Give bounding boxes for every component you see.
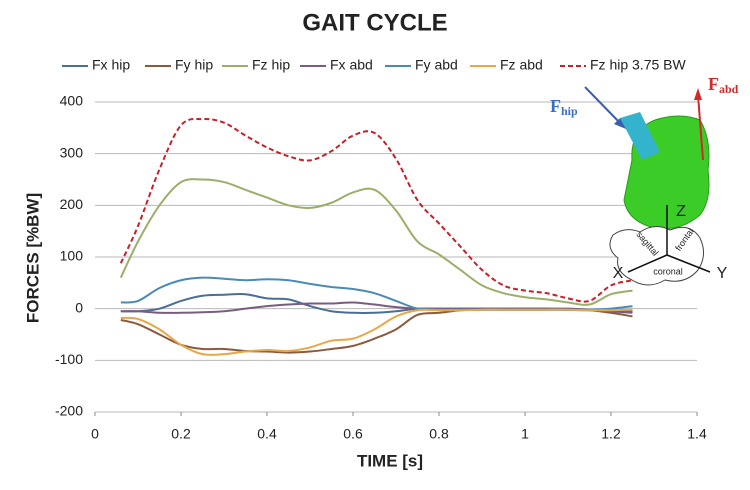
annotation: Z bbox=[676, 203, 686, 220]
annotation: Fabd bbox=[708, 74, 739, 96]
y-tick-label: 0 bbox=[75, 299, 83, 315]
legend-label: Fx hip bbox=[92, 57, 130, 73]
legend-label: Fz hip 3.75 BW bbox=[590, 57, 686, 73]
legend-label: Fz abd bbox=[500, 57, 543, 73]
x-tick-label: 0.4 bbox=[257, 426, 277, 442]
chart-title: GAIT CYCLE bbox=[302, 9, 447, 36]
x-tick-label: 0 bbox=[91, 426, 99, 442]
x-tick-label: 0.6 bbox=[343, 426, 363, 442]
series-line bbox=[120, 308, 633, 356]
axis-line bbox=[627, 254, 668, 273]
series-line bbox=[119, 178, 633, 306]
y-tick-label: 200 bbox=[60, 196, 84, 212]
legend-label: Fy abd bbox=[415, 57, 458, 73]
y-tick-label: -100 bbox=[55, 351, 83, 367]
hip-diagram: Fhip Fabd Z X Y sagittal frontal coronal bbox=[550, 74, 739, 286]
y-tick-label: 300 bbox=[60, 144, 84, 160]
y-tick-label: -200 bbox=[55, 403, 83, 419]
x-tick-label: 1.4 bbox=[687, 426, 707, 442]
axis-line bbox=[666, 254, 711, 273]
legend-label: Fy hip bbox=[175, 57, 213, 73]
arrow-head bbox=[614, 118, 626, 129]
arrow bbox=[697, 94, 704, 161]
x-tick-label: 1.2 bbox=[601, 426, 621, 442]
legend-label: Fx abd bbox=[330, 57, 373, 73]
x-tick-label: 1 bbox=[521, 426, 529, 442]
annotation: Y bbox=[717, 265, 728, 282]
y-tick-label: 400 bbox=[60, 93, 84, 109]
y-tick-label: 100 bbox=[60, 248, 84, 264]
annotation: coronal bbox=[653, 266, 683, 276]
annotation: Fhip bbox=[550, 96, 578, 118]
annotation: X bbox=[613, 265, 624, 282]
series-line bbox=[119, 117, 633, 303]
implant bbox=[620, 112, 660, 160]
plot-area: -200 -100 0 100 200 300 400 0 0.2 0.4 0.6 0.8 1 1.2 1.… bbox=[55, 57, 707, 442]
legend-label: Fz hip bbox=[252, 57, 290, 73]
x-tick-label: 0.8 bbox=[429, 426, 449, 442]
x-axis-label: TIME [s] bbox=[357, 451, 423, 470]
y-axis-label: FORCES [%BW] bbox=[23, 193, 42, 323]
series-line bbox=[120, 301, 633, 314]
series-line bbox=[120, 308, 633, 354]
x-tick-label: 0.2 bbox=[171, 426, 191, 442]
arrow-head bbox=[694, 88, 702, 100]
arrow bbox=[584, 86, 623, 126]
